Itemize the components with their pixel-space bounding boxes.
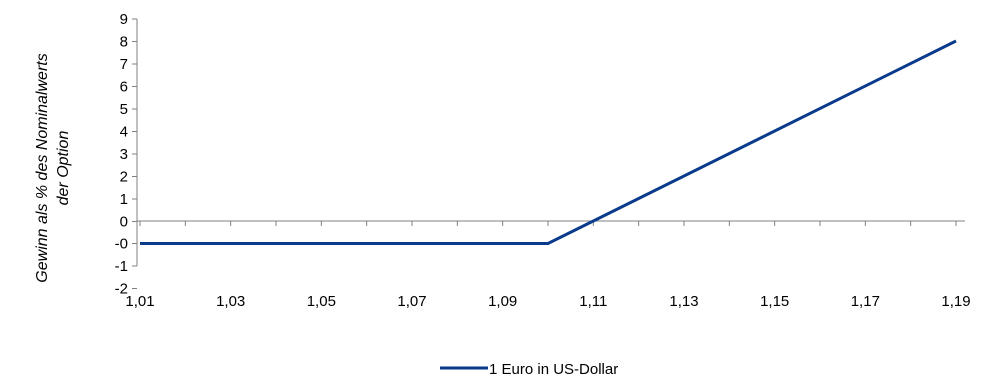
series-line-1-euro-in-us-dollar: [140, 39, 957, 245]
x-axis-ticks: 1,01 1,03 1,05 1,07 1,09 1,11 1,13 1,15 1,17 1,19: [125, 221, 971, 310]
x-tick-label: 1,01: [125, 293, 154, 310]
x-tick-label: 1,15: [760, 293, 789, 310]
y-tick-label: 2: [120, 169, 128, 186]
y-tick-label: -0: [115, 236, 128, 253]
y-tick-label: 0: [120, 214, 128, 231]
x-tick-label: 1,05: [307, 293, 336, 310]
y-tick-label: 4: [120, 124, 128, 141]
y-tick-label: -2: [115, 281, 128, 298]
y-tick-label: 1: [120, 191, 128, 208]
y-tick-label: 5: [120, 101, 128, 118]
x-tick-label: 1,11: [579, 293, 607, 310]
y-axis-label-line-1: Gewinn als % des Nominalwerts: [34, 53, 51, 282]
x-tick-label: 1,03: [216, 293, 245, 310]
x-tick-label: 1,13: [669, 293, 698, 310]
y-axis-label-line-2: der Option: [55, 131, 72, 206]
y-axis-ticks: 9 8 7 6 5 4 3 2 1 0 -0 -1 -2: [115, 11, 137, 298]
x-tick-label: 1,19: [941, 293, 970, 310]
y-tick-label: 9: [120, 11, 128, 28]
y-tick-label: 8: [120, 34, 128, 51]
y-tick-label: 7: [120, 56, 128, 73]
y-tick-label: -1: [115, 258, 128, 275]
y-tick-label: 6: [120, 79, 128, 96]
y-tick-label: 3: [120, 146, 128, 163]
legend-label: 1 Euro in US-Dollar: [489, 361, 618, 378]
x-tick-label: 1,09: [488, 293, 517, 310]
y-axis-label: Gewinn als % des Nominalwerts der Option: [34, 53, 72, 282]
x-tick-label: 1,17: [851, 293, 880, 310]
x-tick-label: 1,07: [397, 293, 426, 310]
legend: 1 Euro in US-Dollar: [440, 361, 618, 378]
